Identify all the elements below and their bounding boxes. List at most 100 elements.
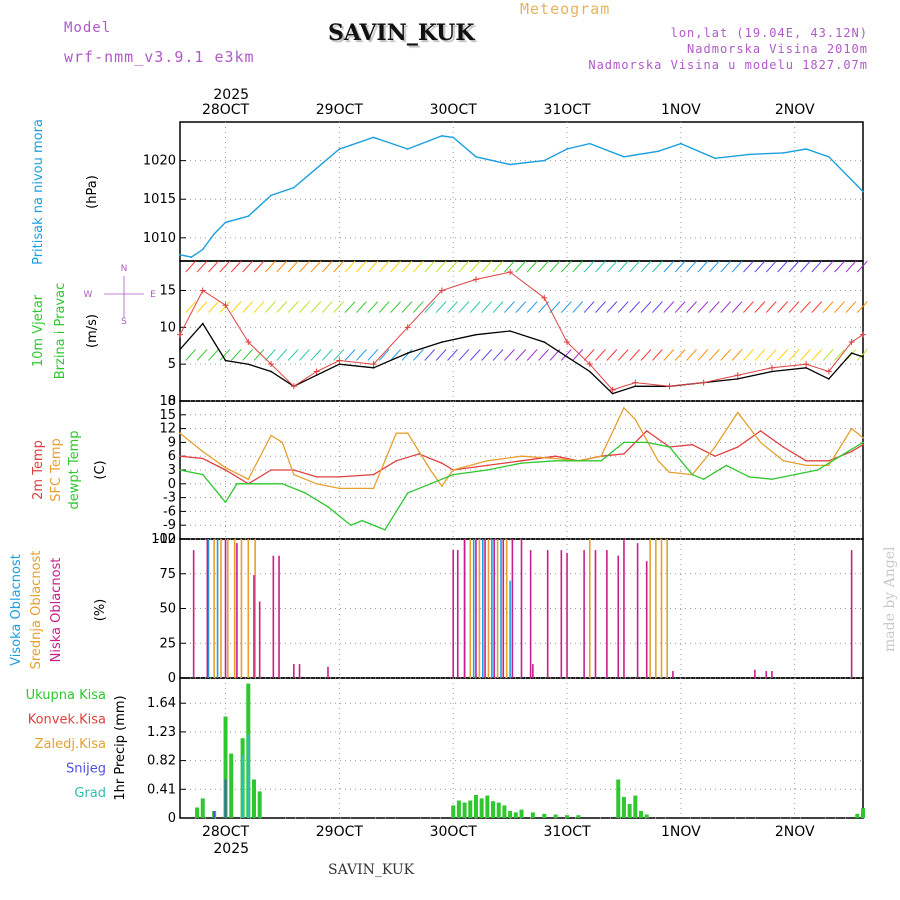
temp-dewpt-line-point <box>281 483 284 485</box>
temp-2m-line-point <box>486 464 489 467</box>
wind-barb <box>265 349 276 361</box>
model-altitude: Nadmorska Visina u modelu 1827.07m <box>588 58 868 72</box>
temp-2m-line-point <box>315 476 318 478</box>
y-tick-label: 100 <box>151 532 176 547</box>
wind-barb <box>253 260 265 273</box>
temp-2m-line-point <box>270 469 272 471</box>
wind-barb <box>344 260 356 273</box>
wind-barb <box>606 260 618 273</box>
wind-barb <box>765 349 777 361</box>
wind-gust-point <box>177 331 183 338</box>
temp-2m-line-point <box>179 455 181 458</box>
wind-barb <box>538 260 549 273</box>
wind-ylabel-2: Brzina i Pravac <box>53 283 68 380</box>
wind-barb <box>481 301 493 313</box>
y-tick-label: 75 <box>159 567 176 582</box>
temp-dewpt-line-point <box>258 483 261 485</box>
wind-barb <box>333 349 345 361</box>
y-tick-label: 0.41 <box>147 782 176 797</box>
wind-barb <box>708 260 720 273</box>
precip-total-bar <box>496 802 501 818</box>
station-altitude: Nadmorska Visina 2010m <box>687 42 868 56</box>
wind-barb <box>754 301 766 313</box>
direction-south: S <box>121 317 127 327</box>
wind-barb <box>800 260 811 273</box>
temp-ylabel-2: SFC Temp <box>49 438 64 502</box>
precip-total-bar <box>508 811 513 818</box>
temp-2m-line-point <box>862 443 864 446</box>
temp-sfc-line-point <box>634 418 637 421</box>
wind-speed-line-point <box>589 370 591 373</box>
wind-speed-line-point <box>566 355 568 358</box>
temp-2m-line-point <box>850 450 853 453</box>
pressure-line-point <box>441 135 443 137</box>
wind-barb <box>800 301 811 313</box>
pressure-line-point <box>406 148 409 150</box>
precip-total-bar <box>479 798 484 818</box>
wind-barb <box>333 260 345 273</box>
temp-sfc-line-point <box>441 485 443 487</box>
wind-barb <box>617 301 629 313</box>
wind-barb <box>481 349 493 361</box>
wind-speed-line-point <box>372 367 375 369</box>
bottom-day-label: 1NOV <box>661 824 701 840</box>
wind-barb <box>560 260 572 273</box>
temp-dewpt-line-point <box>236 483 238 485</box>
wind-gust-point <box>564 339 571 346</box>
wind-barb <box>811 349 823 361</box>
y-tick-label: 0.82 <box>147 754 176 769</box>
temp-sfc-line-point <box>179 432 181 435</box>
wind-barb <box>242 301 253 313</box>
y-tick-label: 1.64 <box>147 696 176 711</box>
wind-barb <box>777 301 788 313</box>
wind-gust-point <box>404 324 411 331</box>
precip-total-bar <box>195 807 200 818</box>
wind-barb <box>743 260 754 273</box>
wind-barb <box>356 260 367 273</box>
wind-barb <box>230 260 242 273</box>
wind-barb <box>333 301 345 313</box>
precip-total-bar <box>468 800 473 818</box>
wind-barb <box>834 260 845 273</box>
temp-2m-line-point <box>338 476 341 478</box>
precip-snow-bar <box>213 811 216 818</box>
pressure-line-point <box>862 190 864 193</box>
wind-barb <box>754 349 766 361</box>
temp-sfc-line-point <box>281 441 284 444</box>
pressure-line-point <box>566 148 568 150</box>
pressure-unit: (hPa) <box>85 175 100 209</box>
wind-barb <box>765 301 777 313</box>
temp-2m-line-point <box>418 453 420 455</box>
temp-sfc-line-point <box>554 457 557 460</box>
wind-barb <box>754 260 766 273</box>
wind-barb <box>560 349 572 361</box>
wind-barb <box>811 301 823 313</box>
wind-gust-point <box>734 372 741 379</box>
wind-barb <box>356 301 367 313</box>
top-day-label: 31OCT <box>543 102 591 118</box>
wind-barb <box>640 260 652 273</box>
precip-total-bar <box>855 813 860 818</box>
temp-2m-line-point <box>691 443 694 446</box>
pressure-line-point <box>270 194 272 197</box>
wind-barb <box>253 301 265 313</box>
wind-barb <box>276 260 288 273</box>
y-tick-label: 1010 <box>143 231 176 246</box>
wind-gust-point <box>803 361 810 368</box>
precip-legend-item: Snijeg <box>66 762 106 777</box>
wind-barb <box>526 301 538 313</box>
wind-gust-point <box>586 361 593 368</box>
wind-barb <box>356 349 367 361</box>
wind-speed-line-point <box>862 355 864 358</box>
wind-barb <box>617 260 629 273</box>
bottom-day-label: 28OCT <box>202 824 250 840</box>
wind-barb <box>595 301 606 313</box>
wind-ylabel-1: 10m Vjetar <box>31 294 46 367</box>
temp-2m-line-point <box>201 457 204 460</box>
wind-barb <box>196 301 208 313</box>
wind-barb <box>629 349 641 361</box>
wind-barb <box>185 301 197 313</box>
wind-barb <box>708 349 720 361</box>
temp-sfc-line-point <box>828 464 830 467</box>
